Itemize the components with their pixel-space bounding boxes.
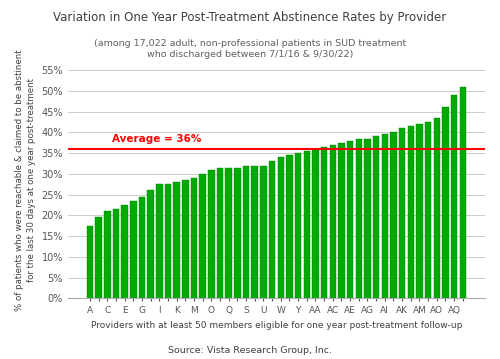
Bar	[373, 136, 380, 298]
Text: (among 17,022 adult, non-professional patients in SUD treatment
who discharged b: (among 17,022 adult, non-professional pa…	[94, 39, 406, 59]
Bar	[460, 87, 466, 298]
Bar	[130, 201, 136, 298]
Bar	[312, 149, 318, 298]
X-axis label: Providers with at least 50 members eligible for one year post-treatment follow-u: Providers with at least 50 members eligi…	[90, 321, 462, 330]
Bar	[399, 128, 406, 298]
Bar	[234, 168, 240, 298]
Bar	[364, 139, 370, 298]
Bar	[113, 209, 119, 298]
Bar	[243, 165, 250, 298]
Bar	[87, 226, 94, 298]
Bar	[382, 134, 388, 298]
Bar	[304, 151, 310, 298]
Bar	[286, 155, 292, 298]
Bar	[208, 170, 214, 298]
Text: Average = 36%: Average = 36%	[112, 134, 201, 144]
Bar	[269, 161, 276, 298]
Bar	[252, 165, 258, 298]
Bar	[434, 118, 440, 298]
Bar	[425, 122, 432, 298]
Bar	[182, 180, 188, 298]
Y-axis label: % of patients who were reachable & claimed to be abstinent
for the last 30 days : % of patients who were reachable & claim…	[15, 49, 36, 311]
Bar	[139, 197, 145, 298]
Bar	[122, 205, 128, 298]
Bar	[260, 165, 266, 298]
Bar	[295, 153, 302, 298]
Bar	[148, 190, 154, 298]
Bar	[217, 168, 224, 298]
Bar	[191, 178, 198, 298]
Bar	[104, 211, 110, 298]
Bar	[321, 147, 328, 298]
Bar	[165, 184, 172, 298]
Bar	[338, 143, 344, 298]
Bar	[278, 157, 284, 298]
Bar	[200, 174, 206, 298]
Bar	[390, 132, 396, 298]
Bar	[408, 126, 414, 298]
Bar	[451, 95, 458, 298]
Text: Variation in One Year Post-Treatment Abstinence Rates by Provider: Variation in One Year Post-Treatment Abs…	[54, 11, 446, 24]
Text: Source: Vista Research Group, Inc.: Source: Vista Research Group, Inc.	[168, 346, 332, 355]
Bar	[356, 139, 362, 298]
Bar	[174, 182, 180, 298]
Bar	[347, 141, 354, 298]
Bar	[442, 107, 448, 298]
Bar	[330, 145, 336, 298]
Bar	[416, 124, 422, 298]
Bar	[226, 168, 232, 298]
Bar	[96, 218, 102, 298]
Bar	[156, 184, 162, 298]
